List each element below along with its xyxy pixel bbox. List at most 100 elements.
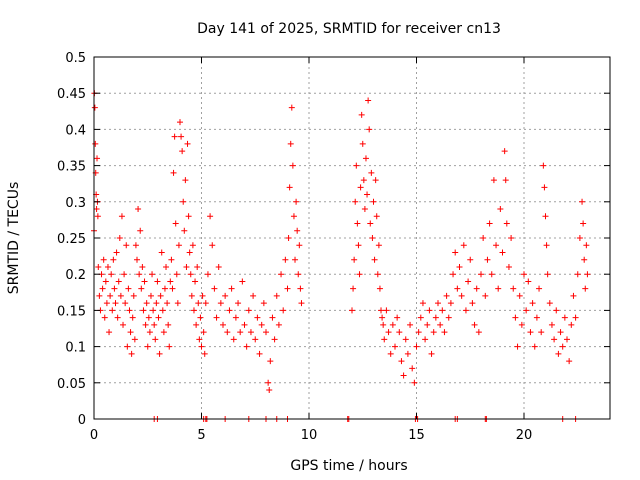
data-point (179, 148, 186, 155)
x-tick-label: 5 (197, 428, 205, 443)
data-point (555, 350, 562, 357)
data-point (402, 336, 409, 343)
data-point (108, 271, 115, 278)
data-point (518, 321, 525, 328)
data-point (368, 169, 375, 176)
y-tick-label: 0 (78, 413, 86, 428)
data-point (136, 271, 143, 278)
data-point (185, 213, 192, 220)
data-point (551, 336, 558, 343)
y-tick-label: 0.4 (65, 123, 86, 138)
data-point (147, 292, 154, 299)
data-point (521, 271, 527, 278)
data-point (275, 321, 282, 328)
data-point (383, 307, 390, 314)
data-point (396, 329, 403, 336)
data-point (353, 162, 360, 169)
data-point (426, 307, 433, 314)
data-point (445, 314, 452, 321)
y-tick-label: 0.15 (57, 304, 86, 319)
data-point (207, 213, 214, 220)
data-point (359, 140, 366, 147)
data-point (541, 184, 548, 191)
data-point (157, 292, 164, 299)
data-point (564, 336, 570, 343)
data-point (110, 256, 117, 263)
data-point (199, 292, 206, 299)
data-point (146, 329, 153, 336)
data-point (189, 242, 196, 249)
data-point (469, 300, 476, 307)
data-point (135, 206, 142, 213)
data-point (188, 292, 195, 299)
data-point (95, 263, 102, 270)
data-point (180, 198, 187, 205)
data-point (167, 278, 174, 285)
data-point (411, 379, 418, 386)
data-point (536, 285, 543, 292)
data-point (480, 235, 487, 241)
data-point (224, 329, 231, 336)
data-point (165, 321, 172, 328)
data-point (516, 292, 523, 299)
data-point (280, 307, 287, 314)
data-point (566, 358, 573, 365)
data-point (432, 314, 439, 321)
data-point (107, 292, 114, 299)
data-point (398, 358, 405, 365)
chart-title: Day 141 of 2025, SRMTID for receiver cn1… (197, 21, 501, 37)
data-point (465, 278, 472, 285)
data-point (365, 97, 372, 104)
data-point (508, 235, 515, 241)
data-point (361, 206, 368, 213)
data-point (175, 242, 182, 249)
data-point (362, 155, 369, 162)
data-point (192, 278, 199, 285)
data-point (141, 278, 148, 285)
data-point (196, 336, 203, 343)
data-point (181, 227, 188, 234)
data-point (96, 292, 103, 299)
data-point (356, 271, 363, 278)
data-point (247, 329, 254, 336)
data-point (375, 242, 382, 249)
x-tick-label: 20 (516, 428, 533, 443)
data-point (256, 350, 263, 357)
data-point (226, 307, 233, 314)
data-point (501, 148, 508, 155)
data-point (126, 307, 133, 314)
data-point (254, 314, 261, 321)
data-point (125, 285, 132, 292)
data-point (415, 329, 422, 336)
data-point (392, 343, 398, 350)
data-point (101, 314, 108, 321)
data-point (118, 213, 125, 220)
x-tick-label: 0 (90, 428, 98, 443)
data-point (183, 263, 190, 270)
data-point (116, 235, 123, 241)
data-point (190, 307, 197, 314)
data-point (372, 177, 379, 184)
data-point (104, 263, 111, 270)
data-point (263, 329, 269, 336)
data-point (245, 307, 252, 314)
data-point (533, 314, 540, 321)
data-point (542, 213, 549, 220)
data-point (354, 220, 361, 227)
data-point (197, 314, 204, 321)
data-point (548, 321, 555, 328)
data-point (173, 271, 180, 278)
data-point (170, 169, 177, 176)
data-point (473, 285, 480, 292)
data-point (400, 372, 407, 379)
data-point (553, 307, 560, 314)
data-point (475, 329, 482, 336)
data-point (106, 329, 113, 336)
data-point (143, 300, 150, 307)
data-point (252, 336, 259, 343)
data-point (407, 321, 414, 328)
data-point (222, 292, 229, 299)
data-point (232, 314, 239, 321)
data-point (352, 198, 359, 205)
data-point (443, 292, 450, 299)
